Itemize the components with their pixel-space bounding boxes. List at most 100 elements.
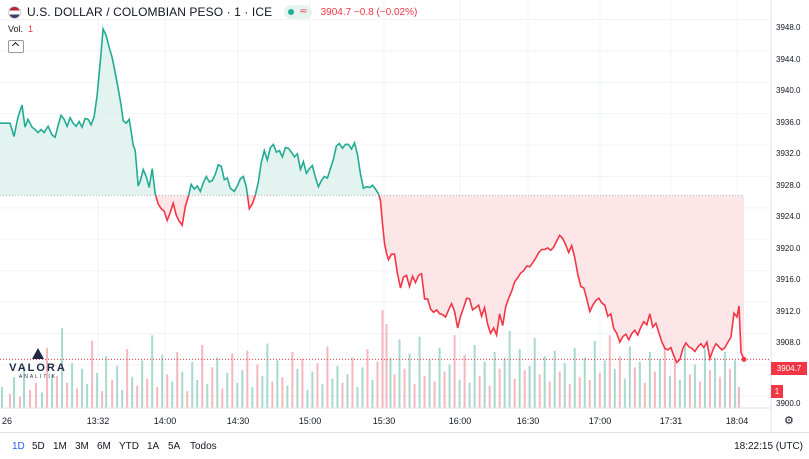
volume-bar: [96, 373, 99, 408]
y-tick: 3940.0: [776, 86, 801, 95]
volume-bar: [628, 346, 631, 408]
volume-bar: [381, 310, 384, 408]
volume-bar: [573, 347, 576, 408]
market-status[interactable]: ≂: [284, 5, 312, 19]
timeframe-all-button[interactable]: Todos: [190, 441, 217, 452]
volume-bar: [613, 368, 616, 408]
volume-bar: [86, 384, 89, 408]
volume-bar: [306, 389, 309, 408]
x-tick: 15:30: [372, 416, 396, 426]
timeframe-1d-button[interactable]: 1D: [12, 441, 25, 452]
volume-bar: [403, 368, 406, 408]
volume-bar: [513, 378, 516, 408]
volume-bar: [408, 353, 411, 408]
volume-bar: [433, 381, 436, 408]
volume-bar: [678, 380, 681, 408]
volume-bar: [136, 385, 139, 408]
symbol-title[interactable]: U.S. DOLLAR / COLOMBIAN PESO · 1 · ICE: [27, 5, 273, 19]
price-chart[interactable]: [0, 0, 809, 432]
volume-bar: [206, 384, 209, 408]
timeframe-6m-button[interactable]: 6M: [97, 441, 111, 452]
volume-bar: [663, 338, 666, 408]
volume-bar: [376, 361, 379, 408]
volume-bar: [291, 352, 294, 408]
volume-bar: [618, 356, 621, 408]
volume-bar: [71, 363, 74, 408]
volume-bar: [563, 363, 566, 408]
volume-bar: [553, 350, 556, 408]
y-tick: 3948.0: [776, 23, 801, 32]
volume-bar: [728, 368, 731, 408]
volume-bar: [578, 377, 581, 408]
volume-bar: [9, 394, 12, 408]
volume-bar: [385, 324, 388, 408]
volume-bar: [35, 382, 38, 408]
x-tick: 16:30: [516, 416, 540, 426]
volume-bar: [468, 382, 471, 408]
timeframe-5a-button[interactable]: 5A: [168, 441, 181, 452]
volume-bar: [276, 360, 279, 408]
volume-bar: [321, 384, 324, 408]
volume-bar: [281, 377, 284, 408]
x-tick: 18:04: [725, 416, 749, 426]
volume-bar: [51, 374, 54, 408]
volume-bar: [201, 345, 204, 408]
timeframe-1a-button[interactable]: 1A: [147, 441, 160, 452]
volume-bar: [533, 338, 536, 408]
timeframe-5d-button[interactable]: 5D: [32, 441, 45, 452]
x-tick: 14:30: [226, 416, 250, 426]
volume-bar: [423, 375, 426, 408]
volume-bar: [146, 378, 149, 408]
volume-bar: [389, 357, 392, 408]
logo-sub: ANALITIK: [18, 374, 58, 380]
volume-bar: [538, 374, 541, 408]
volume-bar: [598, 373, 601, 408]
x-tick: 17:31: [659, 416, 683, 426]
volume-bar: [413, 384, 416, 408]
legend-header: U.S. DOLLAR / COLOMBIAN PESO · 1 · ICE ≂…: [0, 0, 417, 24]
y-tick: 3900.0: [776, 399, 801, 408]
axis-settings-gear-icon[interactable]: ⚙: [784, 415, 794, 427]
timeframe-ytd-button[interactable]: YTD: [119, 441, 139, 452]
volume-bar: [156, 387, 159, 408]
area-fill-above-baseline: [0, 29, 744, 196]
bottom-toolbar: 1D 5D 1M 3M 6M YTD 1A 5A Todos 18:22:15 …: [0, 432, 809, 459]
volume-bar: [653, 371, 656, 408]
y-tick: 3936.0: [776, 118, 801, 127]
x-tick: 15:00: [298, 416, 322, 426]
volume-bar: [61, 328, 64, 408]
logo-brand: VALORA: [9, 362, 67, 374]
volume-value: 1: [28, 24, 34, 34]
volume-bar: [633, 367, 636, 408]
volume-bar: [221, 388, 224, 408]
volume-bar: [723, 352, 726, 408]
collapse-legend-button[interactable]: [8, 40, 24, 53]
volume-bar: [438, 347, 441, 408]
timeframe-1m-button[interactable]: 1M: [53, 441, 67, 452]
volume-bar: [518, 349, 521, 408]
volume-bar: [266, 343, 269, 408]
volume-legend: Vol. 1: [8, 24, 33, 34]
volume-bar: [311, 371, 314, 408]
volume-bar: [191, 361, 194, 408]
y-tick: 3924.0: [776, 212, 801, 221]
volume-bar: [346, 374, 349, 408]
y-tick: 3932.0: [776, 149, 801, 158]
utc-clock[interactable]: 18:22:15 (UTC): [734, 441, 803, 452]
last-price-marker: [741, 356, 747, 362]
volume-bar: [361, 367, 364, 408]
volume-bar: [41, 392, 44, 408]
volume-bar: [698, 381, 701, 408]
volume-bar: [493, 352, 496, 408]
volume-bar: [658, 359, 661, 408]
volume-bar: [713, 357, 716, 408]
y-tick: 3920.0: [776, 244, 801, 253]
timeframe-3m-button[interactable]: 3M: [75, 441, 89, 452]
volume-bar: [588, 380, 591, 408]
volume-bar: [608, 335, 611, 408]
volume-bar: [568, 384, 571, 408]
volume-bar: [693, 364, 696, 408]
volume-bar: [668, 375, 671, 408]
volume-bar: [19, 396, 22, 408]
volume-bar: [56, 375, 59, 408]
